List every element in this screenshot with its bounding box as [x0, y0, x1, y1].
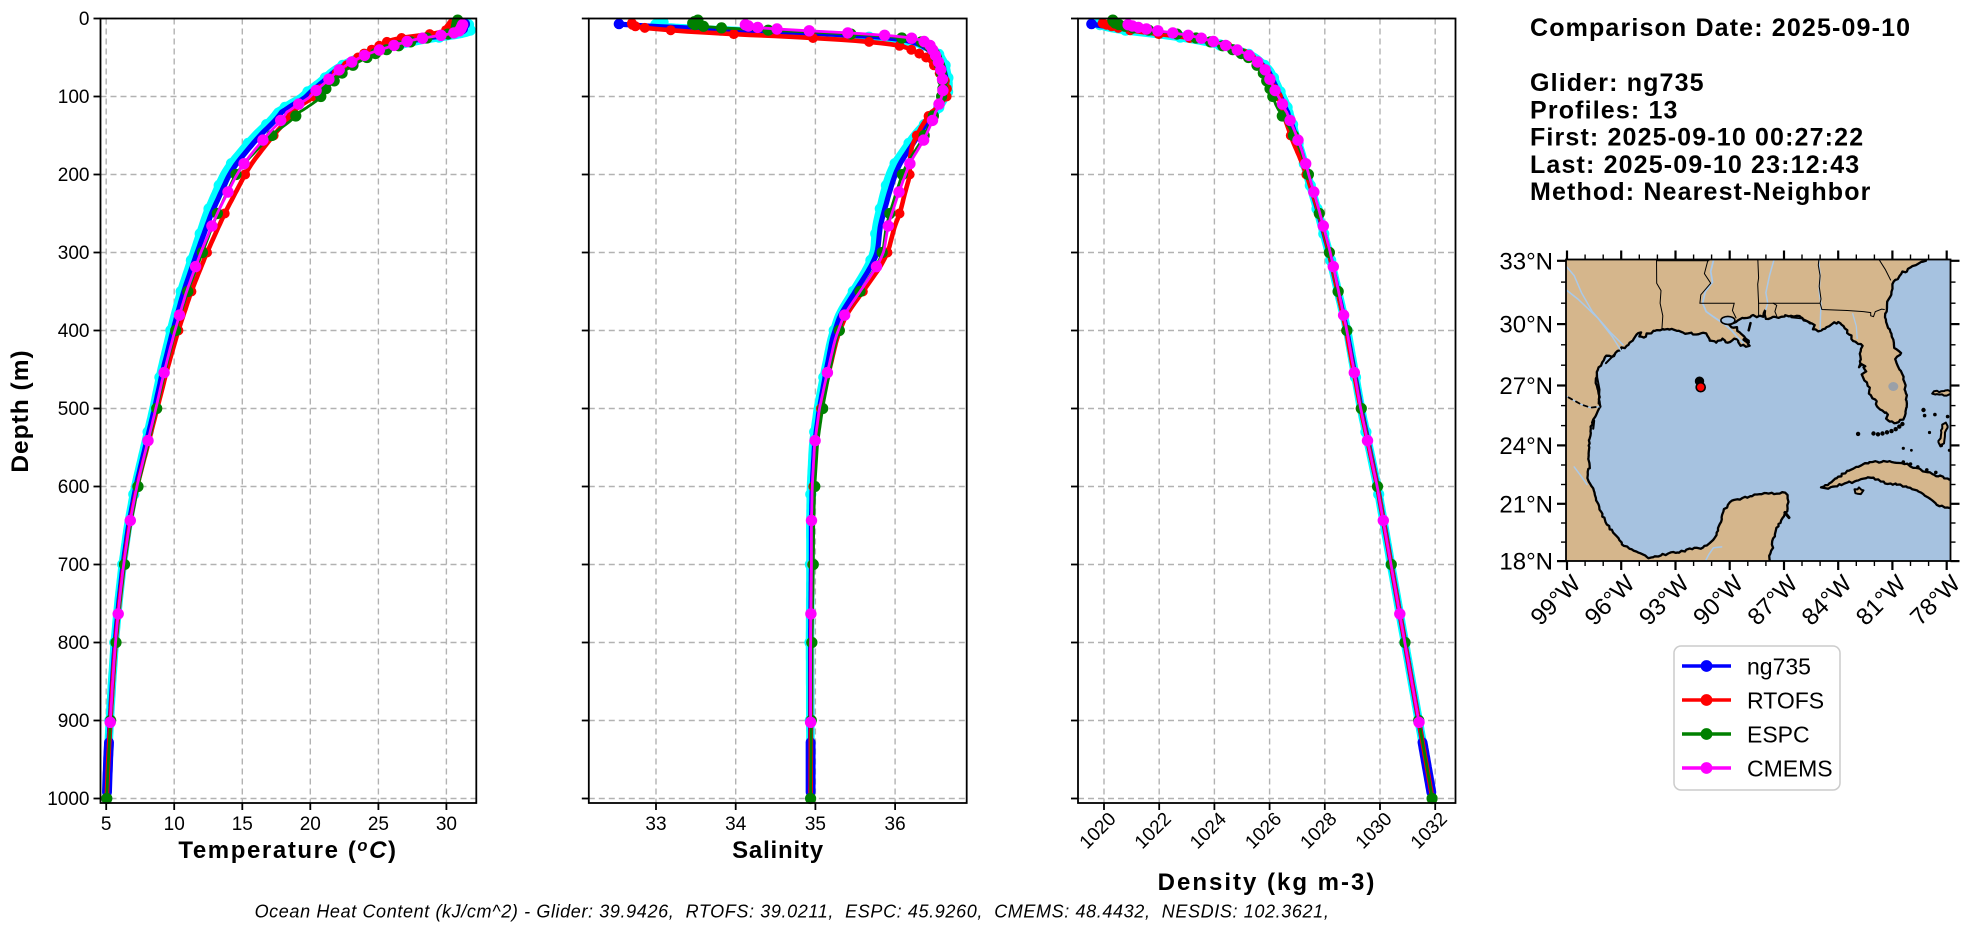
svg-text:0: 0	[79, 9, 90, 30]
svg-text:CMEMS: CMEMS	[1747, 756, 1833, 782]
svg-text:35: 35	[805, 814, 826, 835]
svg-text:33°N: 33°N	[1499, 248, 1553, 275]
svg-text:Method: Nearest-Neighbor: Method: Nearest-Neighbor	[1530, 178, 1872, 206]
svg-text:30°N: 30°N	[1499, 312, 1553, 339]
svg-text:100: 100	[58, 87, 90, 108]
svg-text:25: 25	[368, 814, 389, 835]
svg-text:300: 300	[58, 243, 90, 264]
svg-text:Salinity: Salinity	[732, 837, 824, 864]
svg-text:33: 33	[645, 814, 666, 835]
svg-text:ng735: ng735	[1747, 654, 1811, 680]
svg-text:200: 200	[58, 165, 90, 186]
svg-text:Glider: ng735: Glider: ng735	[1530, 69, 1705, 97]
svg-text:400: 400	[58, 321, 90, 342]
svg-text:Last: 2025-09-10 23:12:43: Last: 2025-09-10 23:12:43	[1530, 151, 1860, 179]
svg-text:700: 700	[58, 555, 90, 576]
svg-text:Depth (m): Depth (m)	[7, 349, 34, 472]
svg-text:Profiles: 13: Profiles: 13	[1530, 96, 1679, 124]
svg-text:First: 2025-09-10 00:27:22: First: 2025-09-10 00:27:22	[1530, 124, 1864, 152]
svg-text:30: 30	[436, 814, 457, 835]
svg-text:Density (kg m-3): Density (kg m-3)	[1158, 869, 1377, 896]
svg-text:1000: 1000	[47, 789, 89, 810]
svg-text:20: 20	[300, 814, 321, 835]
svg-text:600: 600	[58, 477, 90, 498]
svg-text:RTOFS: RTOFS	[1747, 688, 1824, 714]
svg-text:800: 800	[58, 633, 90, 654]
svg-text:36: 36	[885, 814, 906, 835]
svg-text:Ocean Heat Content (kJ/cm^2) -: Ocean Heat Content (kJ/cm^2) - Glider: 3…	[255, 902, 1330, 922]
svg-text:5: 5	[101, 814, 112, 835]
svg-text:10: 10	[164, 814, 185, 835]
svg-text:24°N: 24°N	[1499, 433, 1553, 460]
svg-text:Comparison Date: 2025-09-10: Comparison Date: 2025-09-10	[1530, 14, 1911, 42]
svg-text:500: 500	[58, 399, 90, 420]
svg-text:27°N: 27°N	[1499, 373, 1553, 400]
svg-text:900: 900	[58, 711, 90, 732]
svg-text:34: 34	[725, 814, 747, 835]
svg-text:15: 15	[232, 814, 253, 835]
svg-text:ESPC: ESPC	[1747, 722, 1810, 748]
svg-text:18°N: 18°N	[1499, 549, 1553, 576]
svg-text:21°N: 21°N	[1499, 491, 1553, 518]
